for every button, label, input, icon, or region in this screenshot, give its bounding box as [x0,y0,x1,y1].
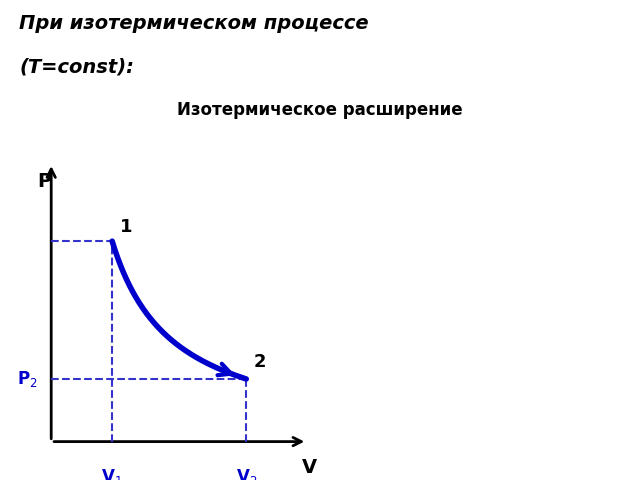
Text: 2: 2 [253,353,266,371]
Text: При изотермическом процессе: При изотермическом процессе [19,14,369,34]
Text: (T=const):: (T=const): [19,58,134,77]
Text: V$_1$: V$_1$ [102,467,123,480]
Text: Изотермическое расширение: Изотермическое расширение [177,101,463,119]
Text: V: V [302,458,317,477]
Text: V$_2$: V$_2$ [236,467,257,480]
Text: 1: 1 [120,217,132,236]
Text: P$_2$: P$_2$ [17,369,38,389]
Text: P: P [37,171,51,191]
